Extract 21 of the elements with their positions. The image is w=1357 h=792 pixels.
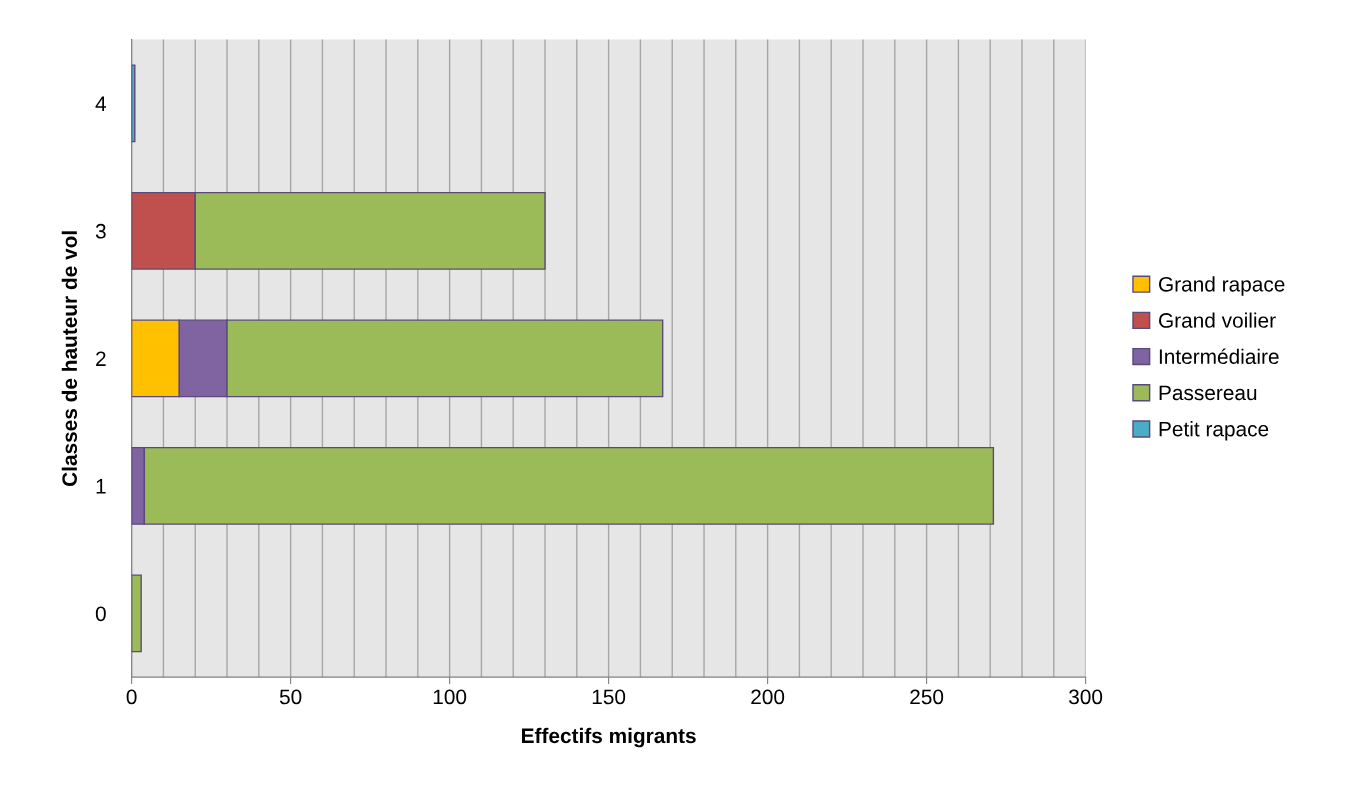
x-tick-label: 300 <box>1069 689 1103 705</box>
y-axis-title: Classes de hauteur de vol <box>61 231 78 487</box>
y-tick-label: 3 <box>95 223 106 239</box>
x-tick-label: 200 <box>751 689 785 705</box>
x-tick-label: 150 <box>592 689 626 705</box>
x-tick-label: 100 <box>433 689 467 705</box>
legend-label: Petit rapace <box>1159 421 1269 441</box>
y-tick-label: 1 <box>96 479 106 494</box>
x-tick-label: 250 <box>910 689 944 705</box>
y-tick-label: 0 <box>95 606 106 622</box>
bar <box>131 574 142 653</box>
x-tick-label: 0 <box>126 689 137 705</box>
bar <box>131 64 136 143</box>
x-axis-title: Effectifs migrants <box>522 727 696 748</box>
x-tick-label: 50 <box>279 689 302 705</box>
legend-label: Passereau <box>1159 385 1257 401</box>
y-tick-label: 4 <box>95 96 107 111</box>
legend-label: Intermédiaire <box>1159 348 1279 365</box>
legend-label: Grand voilier <box>1159 312 1276 328</box>
y-tick-label: 2 <box>96 351 106 366</box>
legend-label: Grand rapace <box>1159 276 1285 296</box>
